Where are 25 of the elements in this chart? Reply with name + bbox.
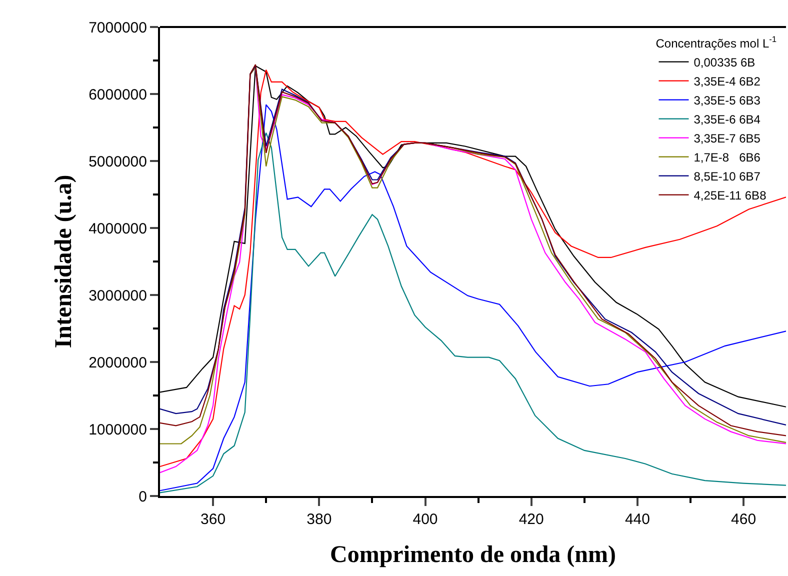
legend-label: 8,5E-10 6B7 <box>694 169 761 184</box>
y-tick-label: 1000000 <box>88 421 147 438</box>
y-tick-label: 3000000 <box>88 287 147 304</box>
y-axis-title: Intensidade (u.a) <box>51 174 78 348</box>
x-tick-label: 420 <box>518 511 544 528</box>
legend-label: 0,00335 6B <box>694 55 756 70</box>
legend-label: 3,35E-6 6B4 <box>694 112 761 126</box>
y-tick-label: 2000000 <box>88 354 147 372</box>
y-tick-label: 5000000 <box>88 153 147 170</box>
x-axis-title: Comprimento de onda (nm) <box>330 542 616 568</box>
y-tick-label: 7000000 <box>88 19 147 36</box>
y-tick-label: 4000000 <box>88 220 147 238</box>
legend-label: 1,7E-8 6B6 <box>694 150 761 164</box>
x-tick-label: 360 <box>200 511 226 528</box>
legend-title: Concentrações mol L$^{-1}$ <box>656 34 777 50</box>
legend-label: 3,35E-5 6B3 <box>694 93 761 108</box>
y-tick-label: 6000000 <box>88 86 147 104</box>
y-tick-label: 0 <box>138 488 147 506</box>
x-tick-label: 400 <box>412 511 438 528</box>
legend-label: 3,35E-7 6B5 <box>694 131 761 146</box>
x-tick-label: 380 <box>306 511 332 528</box>
x-tick-label: 460 <box>731 511 756 528</box>
legend-label: 4,25E-11 6B8 <box>694 188 767 202</box>
legend-label: 3,35E-4 6B2 <box>694 74 761 88</box>
x-tick-label: 440 <box>624 511 650 528</box>
